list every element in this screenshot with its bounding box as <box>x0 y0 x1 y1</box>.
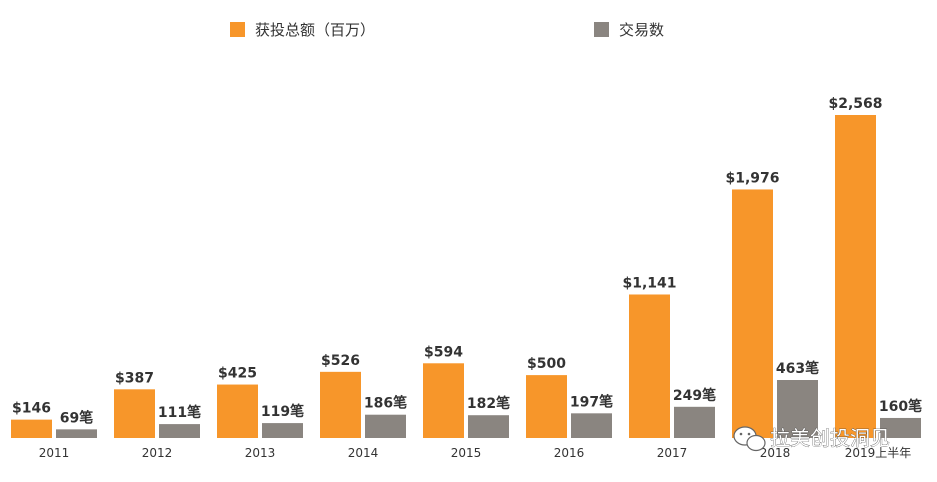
category-label-2016: 2016 <box>554 446 585 460</box>
value-label-amount-2011: $146 <box>12 401 51 417</box>
value-label-amount-2014: $526 <box>321 353 360 369</box>
bar-deals-2013 <box>262 423 303 438</box>
value-labels: $146 69笔 $387 111笔 $425 119笔 $526 186笔 $594 182笔 $… <box>12 96 922 426</box>
bar-amount-2016 <box>526 375 567 438</box>
bar-deals-2017 <box>674 407 715 438</box>
value-label-deals-2012: 111笔 <box>158 404 201 421</box>
legend: 获投总额（百万） 交易数 <box>230 21 664 39</box>
category-label-2013: 2013 <box>245 446 276 460</box>
category-label-2012: 2012 <box>142 446 173 460</box>
value-label-amount-2018: $1,976 <box>725 170 779 186</box>
value-label-deals-2014: 186笔 <box>364 395 407 412</box>
value-label-deals-2018: 463笔 <box>776 360 819 377</box>
value-label-amount-2017: $1,141 <box>622 275 676 291</box>
value-label-deals-2016: 197笔 <box>570 393 613 410</box>
category-label-2017: 2017 <box>657 446 688 460</box>
bar-deals-2011 <box>56 429 97 438</box>
legend-swatch-amount <box>230 22 245 37</box>
legend-label-amount: 获投总额（百万） <box>255 21 375 39</box>
bar-amount-2013 <box>217 385 258 438</box>
value-label-deals-2011: 69笔 <box>60 409 93 426</box>
value-label-deals-2019上半年: 160笔 <box>879 398 922 415</box>
bar-deals-2012 <box>159 424 200 438</box>
category-label-2011: 2011 <box>39 446 70 460</box>
value-label-amount-2016: $500 <box>527 356 566 372</box>
value-label-amount-2019上半年: $2,568 <box>828 96 882 112</box>
bar-deals-2016 <box>571 413 612 438</box>
legend-label-deals: 交易数 <box>619 21 664 39</box>
bar-deals-2015 <box>468 415 509 438</box>
bar-deals-2014 <box>365 415 406 438</box>
legend-swatch-deals <box>594 22 609 37</box>
bars <box>11 115 921 438</box>
value-label-amount-2013: $425 <box>218 366 257 382</box>
bar-amount-2019上半年 <box>835 115 876 438</box>
bar-amount-2014 <box>320 372 361 438</box>
value-label-amount-2015: $594 <box>424 344 463 360</box>
value-label-deals-2015: 182笔 <box>467 395 510 412</box>
bar-amount-2015 <box>423 363 464 438</box>
value-label-amount-2012: $387 <box>115 370 154 386</box>
bar-amount-2011 <box>11 420 52 438</box>
category-label-2014: 2014 <box>348 446 379 460</box>
value-label-deals-2013: 119笔 <box>261 403 304 420</box>
bar-amount-2018 <box>732 189 773 438</box>
bar-amount-2012 <box>114 389 155 438</box>
category-label-2015: 2015 <box>451 446 482 460</box>
bar-amount-2017 <box>629 294 670 438</box>
watermark-text: 拉美创投洞见 <box>770 426 890 450</box>
value-label-deals-2017: 249笔 <box>673 387 716 404</box>
